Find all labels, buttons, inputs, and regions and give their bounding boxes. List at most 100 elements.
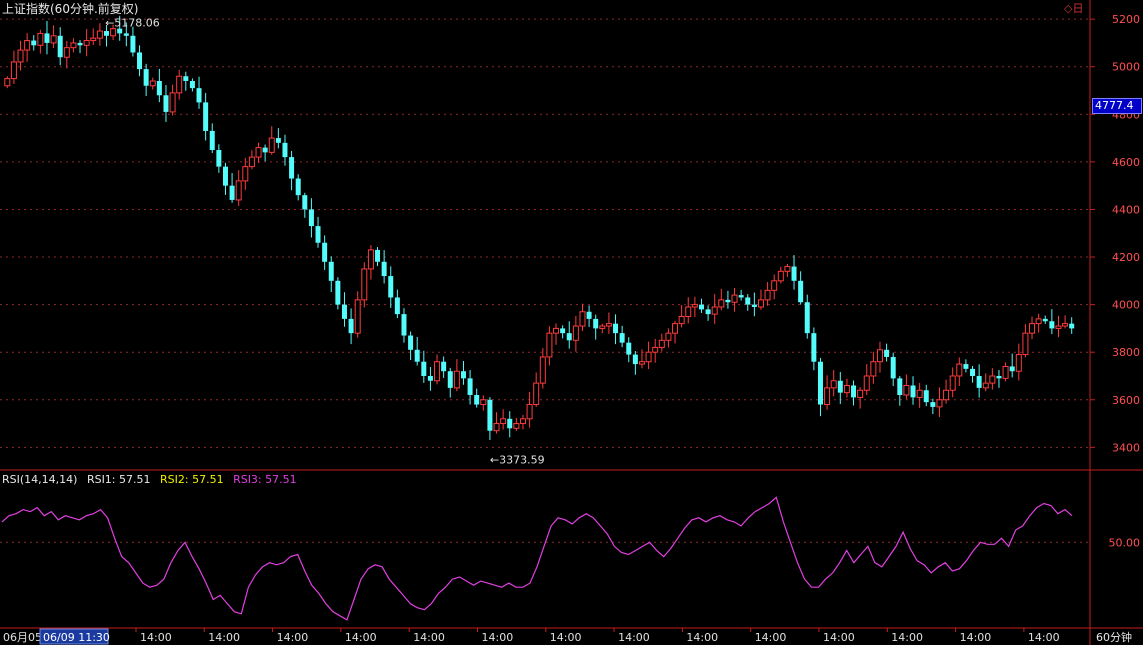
candle-body	[903, 384, 910, 396]
time-tick-label: 14:00	[1028, 631, 1060, 644]
candle-body	[897, 378, 903, 396]
candle-body	[586, 311, 592, 319]
candle-body	[672, 323, 679, 334]
candle-body	[268, 137, 275, 153]
time-tick-label: 14:00	[686, 631, 718, 644]
candle-body	[870, 361, 877, 377]
time-tick-label: 14:00	[960, 631, 992, 644]
candle-body	[513, 423, 520, 429]
candle-body	[328, 261, 334, 281]
candle-body	[876, 349, 883, 363]
candle-body	[401, 314, 407, 336]
candle-body	[890, 356, 896, 379]
candle-body	[229, 185, 235, 200]
time-tick-label: 14:00	[345, 631, 377, 644]
price-tick-label: 4000	[1112, 299, 1140, 312]
price-tick-label: 3400	[1112, 441, 1140, 454]
candle-body	[37, 32, 44, 46]
candle-body	[930, 402, 936, 407]
candle-body	[90, 37, 97, 42]
candle-body	[57, 35, 63, 58]
time-tick-label: 14:00	[208, 631, 240, 644]
rsi-header: RSI(14,14,14) RSI1: 57.51 RSI2: 57.51 RS…	[2, 473, 303, 486]
candle-body	[149, 80, 156, 87]
candle-body	[487, 399, 493, 431]
corner-icons[interactable]: ◇日	[1064, 2, 1084, 15]
high-annotation: ←5178.06	[105, 16, 160, 29]
candle-body	[1055, 325, 1062, 329]
price-tick-label: 4200	[1112, 251, 1140, 264]
candle-body	[235, 180, 242, 201]
candle-body	[10, 61, 17, 80]
candle-body	[572, 325, 579, 341]
candle-body	[665, 332, 672, 341]
candle-body	[658, 339, 665, 348]
period-label[interactable]: 60分钟	[1096, 631, 1132, 644]
candle-body	[143, 69, 149, 86]
candle-body	[910, 385, 916, 398]
time-tick-label: 14:00	[550, 631, 582, 644]
candle-body	[553, 327, 560, 334]
candle-body	[884, 349, 890, 357]
candle-body	[361, 268, 368, 301]
candle-body	[348, 318, 354, 334]
candle-body	[308, 209, 314, 227]
candle-body	[248, 156, 255, 168]
candle-body	[427, 375, 433, 381]
candle-body	[638, 361, 645, 365]
candle-body	[322, 242, 328, 262]
low-annotation: ←3373.59	[490, 454, 545, 467]
candle-body	[757, 299, 764, 308]
candle-body	[1009, 366, 1015, 372]
candle-body	[1029, 323, 1036, 334]
candle-body	[751, 304, 757, 307]
candle-body	[626, 342, 632, 355]
candle-body	[718, 299, 725, 308]
candle-body	[519, 418, 526, 425]
cursor-date-box	[39, 628, 109, 645]
rsi-tick-label: 50.00	[1109, 536, 1141, 549]
candle-body	[711, 306, 718, 315]
candle-body	[566, 333, 572, 341]
candle-body	[441, 361, 447, 372]
candle-body	[169, 92, 176, 113]
candle-body	[275, 138, 281, 143]
candle-body	[156, 80, 162, 96]
candle-body	[289, 157, 295, 179]
candle-body	[255, 147, 262, 158]
candle-body	[17, 49, 24, 63]
candle-body	[817, 361, 823, 405]
candle-body	[652, 346, 659, 353]
candle-body	[989, 375, 996, 384]
time-tick-label: 14:00	[618, 631, 650, 644]
candle-body	[83, 40, 90, 46]
candle-body	[698, 304, 704, 310]
candle-body	[77, 42, 83, 46]
candle-body	[367, 249, 374, 270]
candle-body	[843, 384, 850, 394]
candle-body	[203, 102, 209, 131]
candle-body	[130, 35, 136, 53]
candle-body	[645, 351, 652, 363]
candle-body	[811, 333, 817, 362]
candle-body	[381, 261, 387, 277]
rsi2-value: RSI2: 57.51	[160, 473, 224, 486]
candle-body	[745, 297, 751, 305]
rsi-label: RSI(14,14,14)	[2, 473, 78, 486]
candle-body	[685, 306, 692, 318]
candle-body	[804, 302, 810, 334]
candle-body	[798, 280, 804, 303]
candle-body	[421, 361, 427, 376]
candle-body	[963, 364, 969, 369]
candle-body	[949, 375, 956, 391]
candle-body	[771, 280, 778, 291]
candle-body	[943, 389, 950, 401]
candle-body	[824, 387, 831, 406]
rsi3-value: RSI3: 57.51	[233, 473, 297, 486]
candle-body	[460, 371, 466, 379]
candle-body	[863, 375, 870, 391]
candle-body	[295, 178, 301, 196]
candle-body	[467, 378, 473, 396]
candle-body	[196, 88, 202, 103]
